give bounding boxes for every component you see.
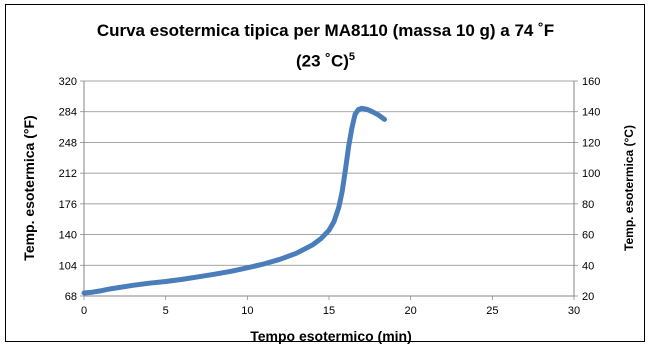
series-layer bbox=[81, 105, 387, 296]
x-tick-label: 0 bbox=[81, 305, 87, 317]
x-tick-label: 5 bbox=[163, 305, 169, 317]
chart-title-line1: Curva esotermica tipica per MA8110 (mass… bbox=[96, 21, 555, 40]
y-right-tick-label: 140 bbox=[582, 107, 600, 119]
x-tick-label: 25 bbox=[486, 305, 498, 317]
x-tick-labels: 0 5 10 15 20 25 30 bbox=[81, 305, 580, 317]
x-tick-label: 15 bbox=[323, 305, 335, 317]
x-tick-label: 20 bbox=[405, 305, 417, 317]
x-axis-label: Tempo esotermico (min) bbox=[250, 328, 412, 344]
y-left-tick-label: 104 bbox=[59, 260, 77, 272]
y-left-tick-label: 248 bbox=[59, 137, 77, 149]
y-right-tick-label: 160 bbox=[582, 76, 600, 88]
gridlines bbox=[84, 80, 574, 297]
y-left-tick-label: 212 bbox=[59, 168, 77, 180]
y-left-tick-label: 140 bbox=[59, 230, 77, 242]
y-right-tick-label: 120 bbox=[582, 137, 600, 149]
x-tick-label: 10 bbox=[241, 305, 253, 317]
y-left-tick-labels: 68 104 140 176 212 248 284 320 bbox=[59, 76, 77, 303]
chart-title-footnote: 5 bbox=[348, 51, 356, 63]
y-right-tick-label: 80 bbox=[582, 199, 594, 211]
chart-title-line2: (23 ˚C)5 bbox=[0, 44, 651, 75]
axes bbox=[80, 80, 578, 300]
exotherm-series-line bbox=[81, 105, 387, 296]
y-right-tick-label: 60 bbox=[582, 230, 594, 242]
y-left-tick-label: 176 bbox=[59, 199, 77, 211]
y-right-tick-label: 100 bbox=[582, 168, 600, 180]
y-right-tick-label: 40 bbox=[582, 260, 594, 272]
chart-title: Curva esotermica tipica per MA8110 (mass… bbox=[0, 18, 651, 75]
x-tick-label: 30 bbox=[568, 305, 580, 317]
y-left-tick-label: 284 bbox=[59, 107, 77, 119]
y-right-tick-labels: 20 40 60 80 100 120 140 160 bbox=[582, 76, 600, 303]
y-right-tick-label: 20 bbox=[582, 291, 594, 303]
y-left-tick-label: 68 bbox=[65, 291, 77, 303]
y-left-axis-label: Temp. esotermica (°F) bbox=[21, 115, 37, 260]
chart-title-line2-text: (23 ˚C) bbox=[295, 51, 349, 71]
y-right-axis-label: Temp. esotermica (°C) bbox=[622, 125, 636, 251]
y-left-tick-label: 320 bbox=[59, 76, 77, 88]
